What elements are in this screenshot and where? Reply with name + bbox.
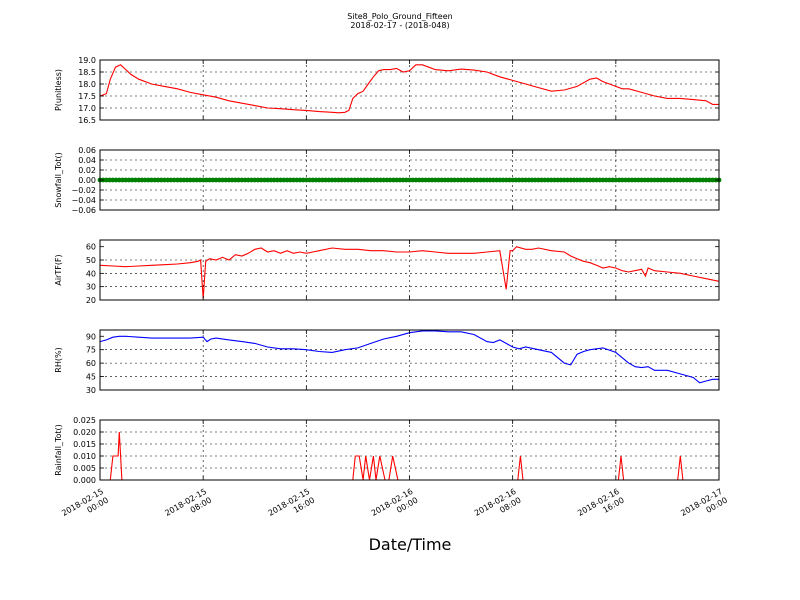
panel-3-ylabel: AirTF(F) xyxy=(54,254,63,285)
panel-3-ytick-label: 50 xyxy=(86,256,96,265)
panel-5-ytick-label: 0.000 xyxy=(73,476,96,485)
panel-5-ytick-label: 0.010 xyxy=(73,452,96,461)
panel-2-ytick-label: −0.02 xyxy=(71,186,96,195)
panel-1-ytick-label: 16.5 xyxy=(78,116,96,125)
panel-1-ytick-label: 17.5 xyxy=(78,92,96,101)
panel-4-ytick-label: 90 xyxy=(86,332,96,341)
panel-2-ytick-label: 0.06 xyxy=(78,146,96,155)
panel-3-ytick-label: 60 xyxy=(86,243,96,252)
panel-1-ytick-label: 18.0 xyxy=(78,80,96,89)
panel-3-ytick-label: 30 xyxy=(86,283,96,292)
panel-5-ytick-label: 0.005 xyxy=(73,464,96,473)
panel-2-ytick-label: 0.04 xyxy=(78,156,96,165)
panel-4-ytick-label: 30 xyxy=(86,386,96,395)
panel-2-ytick-label: −0.06 xyxy=(71,206,96,215)
panel-5-ytick-label: 0.015 xyxy=(73,440,96,449)
panel-3-ytick-label: 20 xyxy=(86,296,96,305)
panel-4-series-line xyxy=(99,330,719,384)
panel-1-ytick-label: 17.0 xyxy=(78,104,96,113)
panel-1-series-line xyxy=(99,64,719,114)
panel-1-ytick-label: 18.5 xyxy=(78,68,96,77)
panel-4-ytick-label: 75 xyxy=(86,346,96,355)
panel-1-ytick-label: 19.0 xyxy=(78,56,96,65)
chart-title: Site8_Polo_Ground_Fifteen xyxy=(347,12,453,21)
panel-5-ytick-label: 0.025 xyxy=(73,416,96,425)
x-axis-label: Date/Time xyxy=(368,535,452,554)
panel-4-ytick-label: 60 xyxy=(86,359,96,368)
panel-4-ylabel: RH(%) xyxy=(54,347,63,372)
panel-2-ytick-label: 0.02 xyxy=(78,166,96,175)
panel-3-ytick-label: 40 xyxy=(86,269,96,278)
panel-2-ytick-label: 0.00 xyxy=(78,176,96,185)
panel-3-series-line xyxy=(99,246,720,299)
chart-subtitle: 2018-02-17 - (2018-048) xyxy=(350,21,450,30)
panel-1-ylabel: P(unitless) xyxy=(54,69,63,111)
panel-4-ytick-label: 45 xyxy=(86,373,96,382)
panel-5-ylabel: Rainfall_Tot() xyxy=(54,424,63,476)
panel-2-ylabel: Snowfall_Tot() xyxy=(54,152,63,208)
panel-5-ytick-label: 0.020 xyxy=(73,428,96,437)
panel-2-ytick-label: −0.04 xyxy=(71,196,96,205)
